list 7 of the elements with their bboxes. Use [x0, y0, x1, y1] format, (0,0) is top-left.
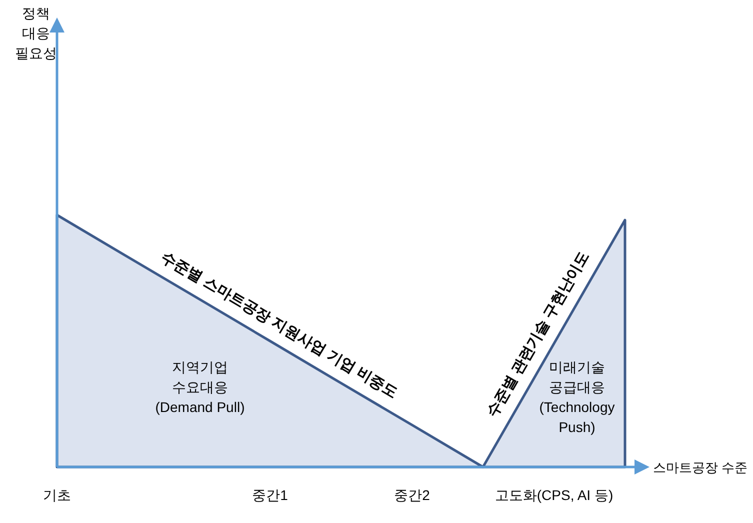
annotation: 지역기업 수요대응 (Demand Pull) [155, 359, 245, 415]
x-tick-label: 중간1 [252, 487, 288, 503]
x-tick-label: 기초 [43, 487, 71, 503]
x-axis-title: 스마트공장 수준 [653, 460, 748, 475]
x-tick-label: 고도화(CPS, AI 등) [494, 487, 614, 503]
x-tick-label: 중간2 [394, 487, 430, 503]
annotation: 미래기술 공급대응 (Technology Push) [539, 359, 615, 435]
